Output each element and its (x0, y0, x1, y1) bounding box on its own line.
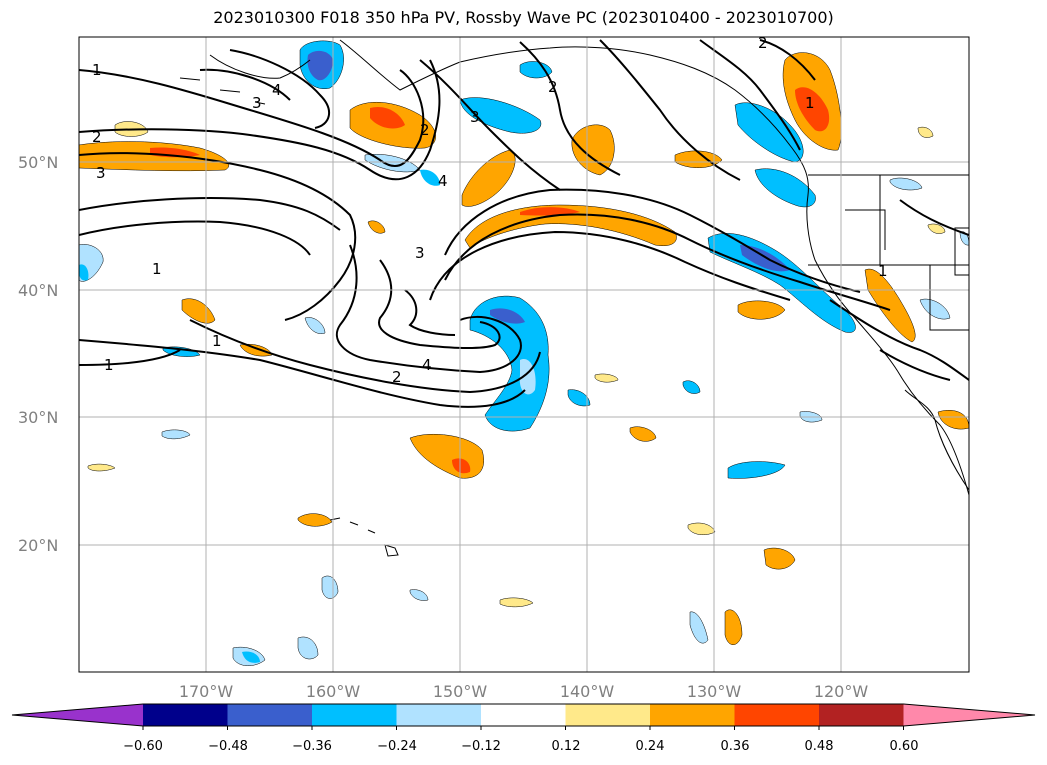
contour-label: 4 (272, 81, 282, 99)
contour-label: 3 (415, 244, 425, 262)
colorbar-tick-label: 0.12 (552, 739, 581, 754)
contour-labels: 1 2 3 4 2 4 2 3 1 2 3 1 1 3 4 2 1 1 (92, 34, 888, 386)
colorbar-tick-label: −0.36 (292, 739, 332, 754)
colorbar-segments (11, 703, 1036, 730)
lon-label: 170°W (179, 682, 234, 701)
positive-anomaly-area (464, 204, 677, 249)
colorbar-tick-label: −0.60 (123, 739, 163, 754)
contour-label: 1 (878, 262, 888, 280)
latitude-axis: 50°N 40°N 30°N 20°N (18, 153, 58, 555)
lon-label: 130°W (687, 682, 742, 701)
contour-label: 3 (470, 108, 480, 126)
colorbar-segment (227, 704, 313, 726)
map-frame (78, 36, 970, 673)
colorbar-tick-label: −0.24 (377, 739, 417, 754)
colorbar-segment (312, 704, 397, 726)
lat-label: 30°N (18, 408, 58, 427)
negative-anomaly-area (459, 97, 542, 134)
colorbar-tick-label: 0.36 (721, 739, 750, 754)
colorbar-extend-min (12, 704, 143, 726)
lon-label: 150°W (433, 682, 488, 701)
contour-label: 2 (92, 128, 102, 146)
lon-label: 140°W (560, 682, 615, 701)
colorbar-segment (396, 704, 482, 726)
coastlines (179, 39, 969, 557)
contour-label: 3 (96, 164, 106, 182)
colorbar: −0.60 −0.48 −0.36 −0.24 −0.12 0.12 0.24 … (11, 703, 1036, 754)
colorbar-segment (565, 704, 651, 726)
colorbar-segment (819, 704, 904, 726)
contour-label: 2 (758, 34, 768, 52)
map-title: 2023010300 F018 350 hPa PV, Rossby Wave … (213, 8, 834, 27)
colorbar-tick-label: −0.12 (461, 739, 501, 754)
contour-label: 2 (420, 121, 430, 139)
colorbar-segment (734, 704, 820, 726)
contour-label: 2 (392, 368, 402, 386)
lon-label: 120°W (814, 682, 869, 701)
positive-anomaly-area (461, 149, 516, 207)
colorbar-tick-label: −0.48 (208, 739, 248, 754)
contour-label: 3 (252, 94, 262, 112)
contour-label: 1 (104, 356, 114, 374)
contour-label: 1 (805, 94, 815, 112)
colorbar-segment (650, 704, 735, 726)
lat-label: 20°N (18, 536, 58, 555)
colorbar-tick-label: 0.48 (805, 739, 834, 754)
contour-label: 4 (438, 172, 448, 190)
lat-label: 50°N (18, 153, 58, 172)
contour-label: 1 (152, 260, 162, 278)
contour-label: 1 (92, 61, 102, 79)
colorbar-segment (143, 704, 228, 726)
negative-anomaly-area (469, 295, 550, 432)
contour-label: 1 (212, 332, 222, 350)
colorbar-segment (481, 704, 566, 726)
lat-label: 40°N (18, 281, 58, 300)
lon-label: 160°W (306, 682, 361, 701)
colorbar-tick-label: 0.24 (636, 739, 665, 754)
colorbar-ticks: −0.60 −0.48 −0.36 −0.24 −0.12 0.12 0.24 … (123, 739, 918, 754)
colorbar-tick-label: 0.60 (890, 739, 919, 754)
contour-label: 2 (548, 78, 558, 96)
colorbar-extend-max (903, 704, 1035, 726)
negative-anomaly-area (707, 233, 856, 333)
contour-label: 4 (422, 356, 432, 374)
graticule (79, 37, 969, 672)
longitude-axis: 170°W 160°W 150°W 140°W 130°W 120°W (179, 682, 869, 701)
